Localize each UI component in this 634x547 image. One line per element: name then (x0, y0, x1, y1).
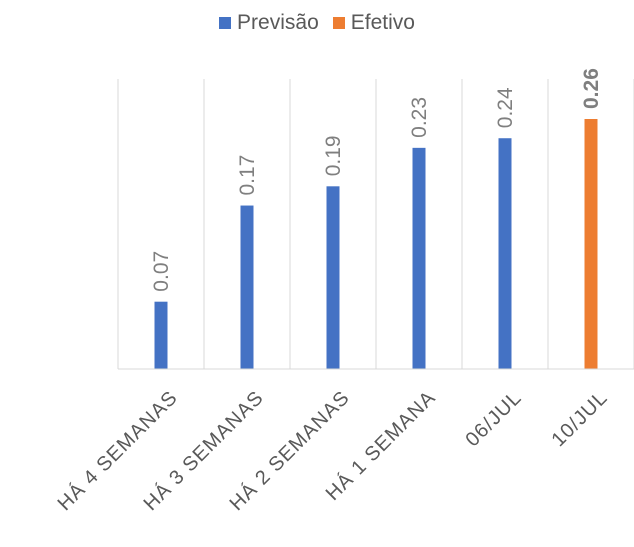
bar-forecast (412, 147, 426, 369)
legend-swatch-actual (332, 17, 345, 29)
data-label: 0.17 (236, 155, 259, 196)
bar-actual (584, 119, 598, 369)
bar-forecast (154, 301, 168, 369)
data-label: 0.23 (408, 97, 431, 138)
x-tick-label: 06/JUL (462, 387, 527, 452)
legend-label-forecast: Previsão (237, 11, 319, 34)
data-label: 0.19 (322, 135, 345, 176)
bar-forecast (240, 205, 254, 369)
chart-legend: Previsão Efetivo (0, 11, 634, 35)
legend-swatch-forecast (219, 17, 232, 29)
legend-item-forecast: Previsão (219, 11, 319, 35)
data-label: 0.24 (494, 87, 517, 128)
bar-forecast (326, 186, 340, 369)
x-tick-label: 10/JUL (548, 387, 613, 452)
bar-forecast (498, 138, 512, 369)
legend-item-actual: Efetivo (332, 11, 415, 35)
data-label: 0.07 (150, 251, 173, 292)
legend-label-actual: Efetivo (350, 11, 415, 34)
data-label: 0.26 (580, 68, 603, 109)
